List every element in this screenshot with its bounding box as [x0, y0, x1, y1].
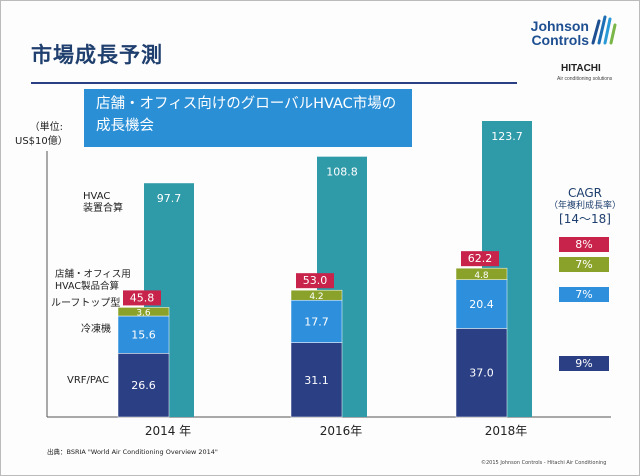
data-label-hvac-total: 123.7 — [491, 130, 523, 143]
bar-chiller — [455, 279, 508, 329]
label-hvac-total: HVAC 装置合算 — [83, 191, 123, 215]
hitachi-tagline: Air conditioning solutions — [557, 76, 613, 82]
data-label-rooftop: 4.8 — [474, 271, 489, 281]
box-office-total — [296, 273, 334, 289]
data-label-office-total: 45.8 — [130, 291, 155, 304]
chart-banner: 店舗・オフィス向けのグローバルHVAC市場の 成長機会 — [84, 89, 412, 147]
banner-line: 成長機会 — [96, 118, 154, 134]
data-label-office-total: 62.2 — [468, 252, 493, 265]
unit-line: （単位: — [29, 122, 63, 133]
cagr-vrf: 9% — [559, 356, 609, 371]
data-label-vrf: 37.0 — [469, 367, 494, 380]
data-label-vrf: 26.6 — [131, 379, 156, 392]
title-divider — [31, 82, 517, 84]
hitachi-logo: HITACHI — [561, 63, 601, 74]
source-note: 出典：BSRIA "World Air Conditioning Overvie… — [47, 448, 218, 456]
logo-text: Johnson — [530, 18, 589, 34]
unit-line: US$10億） — [15, 136, 68, 147]
logo-text: Controls — [531, 32, 589, 48]
x-tick-label: 2014 年 — [145, 424, 191, 438]
banner-line: 店舗・オフィス向けのグローバルHVAC市場の — [96, 96, 397, 112]
cagr-header: CAGR （年複利成長率） [14〜18] — [545, 187, 625, 226]
box-office-total — [123, 290, 161, 306]
data-label-chiller: 15.6 — [131, 329, 156, 342]
data-label-chiller: 20.4 — [469, 298, 494, 311]
data-label-vrf: 31.1 — [304, 374, 329, 387]
label-line: HVAC製品合算 — [55, 281, 119, 292]
cagr-subtitle: （年複利成長率） — [548, 201, 621, 211]
bar-vrf — [290, 342, 343, 418]
label-office-total: 店舗・オフィス用 HVAC製品合算 — [55, 269, 131, 293]
bar-rooftop — [455, 267, 508, 280]
label-rooftop: ルーフトップ型 — [51, 298, 121, 309]
bar-chiller — [117, 315, 170, 354]
box-office-total — [461, 251, 499, 267]
cagr-office-total: 8% — [559, 237, 609, 252]
x-tick-label: 2018年 — [485, 424, 528, 438]
bar-chiller — [290, 299, 343, 343]
bar-vrf — [455, 328, 508, 418]
label-vrf: VRF/PAC — [67, 375, 109, 386]
data-label-chiller: 17.7 — [304, 315, 329, 328]
label-line: 店舗・オフィス用 — [55, 269, 131, 280]
x-tick-label: 2016年 — [320, 424, 363, 438]
cagr-range: [14〜18] — [559, 212, 611, 226]
unit-label: （単位: US$10億） — [15, 121, 68, 149]
cagr-title: CAGR — [567, 186, 602, 200]
data-label-hvac-total: 97.7 — [157, 192, 182, 205]
johnson-controls-logo: Johnson Controls — [529, 19, 589, 47]
bar-rooftop — [117, 307, 170, 317]
data-label-rooftop: 4.2 — [309, 292, 323, 302]
copyright: ©2015 Johnson Controls - Hitachi Air Con… — [481, 460, 607, 466]
page-title: 市場成長予測 — [31, 43, 163, 67]
data-label-rooftop: 3.6 — [136, 309, 151, 319]
label-chiller: 冷凍機 — [81, 324, 111, 335]
bar-vrf — [117, 353, 170, 418]
cagr-chiller: 7% — [559, 287, 609, 302]
johnson-controls-mark-icon — [591, 15, 617, 45]
bar-rooftop — [290, 289, 343, 301]
cagr-rooftop: 7% — [559, 257, 609, 272]
data-label-office-total: 53.0 — [303, 274, 328, 287]
data-label-hvac-total: 108.8 — [326, 166, 358, 179]
label-line: HVAC — [83, 191, 111, 202]
label-line: 装置合算 — [83, 203, 123, 214]
